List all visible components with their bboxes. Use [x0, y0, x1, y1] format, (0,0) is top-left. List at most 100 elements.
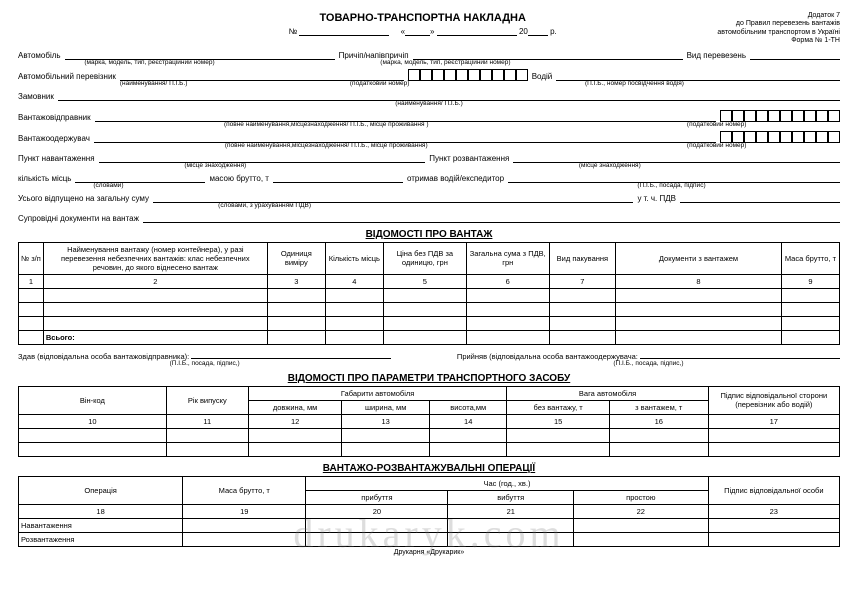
ct-n5: 6 [466, 274, 549, 288]
ct-h4: Ціна без ПДВ за одиницю, грн [383, 242, 466, 274]
ct-n1: 2 [43, 274, 267, 288]
taxnum-sub: (податковий номер) [289, 80, 470, 87]
total-label: Усього відпущено на загальну суму [18, 194, 149, 203]
vehicle-section-title: ВІДОМОСТІ ПРО ПАРАМЕТРИ ТРАНСПОРТНОГО ЗА… [18, 373, 840, 384]
ot-n2: 20 [306, 504, 448, 518]
ct-n7: 8 [616, 274, 782, 288]
ot-s2: простою [574, 490, 709, 504]
year-field[interactable] [528, 26, 548, 36]
num-field[interactable] [299, 26, 389, 36]
total-field[interactable] [153, 192, 633, 203]
incl-field[interactable] [680, 192, 840, 203]
ot-s0: прибуття [306, 490, 448, 504]
num-label: № [289, 27, 298, 36]
table-row[interactable] [19, 316, 840, 330]
vt-n7: 17 [708, 414, 839, 428]
vt-n5: 15 [507, 414, 609, 428]
unloadpt-sub: (місце знаходження) [413, 162, 808, 169]
ct-n8: 9 [781, 274, 839, 288]
driver-sub: (П.І.Б., номер посвідчення водія) [470, 80, 799, 87]
ct-n3: 4 [325, 274, 383, 288]
ct-h6: Вид пакування [549, 242, 615, 274]
ct-h8: Маса брутто, т [781, 242, 839, 274]
ct-h7: Документи з вантажем [616, 242, 782, 274]
appendix-l2: до Правил перевезень вантажів [717, 20, 840, 28]
num-date: № «» 20 р. [128, 26, 717, 36]
ct-h1: Найменування вантажу (номер контейнера),… [43, 242, 267, 274]
table-row[interactable] [19, 302, 840, 316]
ot-h3: Підпис відповідальної особи [708, 476, 839, 504]
ops-section-title: ВАНТАЖО-РОЗВАНТАЖУВАЛЬНІ ОПЕРАЦІЇ [18, 463, 840, 474]
table-row[interactable]: Навантаження [19, 518, 840, 532]
ct-h2: Одиниця виміру [267, 242, 325, 274]
vt-n2: 12 [248, 414, 342, 428]
ct-total: Всього: [43, 330, 267, 344]
table-row[interactable] [19, 288, 840, 302]
ct-n2: 3 [267, 274, 325, 288]
appendix-l3: автомобільним транспортом в Україні [717, 29, 840, 37]
trailer-sub: (марка, модель, тип, реєстраційний номер… [281, 59, 610, 66]
cargo-section-title: ВІДОМОСТІ ПРО ВАНТАЖ [18, 229, 840, 240]
loadpt-sub: (місце знаходження) [18, 162, 413, 169]
incl-label: у т. ч. ПДВ [637, 194, 676, 203]
took-field[interactable] [640, 349, 840, 359]
cargo-table: № з/п Найменування вантажу (номер контей… [18, 242, 840, 345]
customer-sub: (найменування/ П.І.Б.) [18, 100, 840, 107]
vt-n6: 16 [609, 414, 708, 428]
ct-h3: Кількість місць [325, 242, 383, 274]
vt-n4: 14 [430, 414, 507, 428]
vt-s0: довжина, мм [248, 400, 342, 414]
ot-n3: 21 [448, 504, 574, 518]
vt-h2: Габарити автомобіля [248, 386, 507, 400]
gross-field[interactable] [273, 172, 403, 183]
vt-n1: 11 [166, 414, 248, 428]
gave-label: Здав (відповідальна особа вантажовідправ… [18, 352, 189, 361]
gross-label: масою брутто, т [209, 174, 268, 183]
customer-field[interactable] [58, 90, 840, 101]
doc-title: ТОВАРНО-ТРАНСПОРТНА НАКЛАДНА [128, 12, 717, 24]
vt-s2: висота,мм [430, 400, 507, 414]
vt-s3: без вантажу, т [507, 400, 609, 414]
vt-s4: з вантажем, т [609, 400, 708, 414]
ot-n4: 22 [574, 504, 709, 518]
header: ТОВАРНО-ТРАНСПОРТНА НАКЛАДНА № «» 20 р. … [18, 12, 840, 46]
table-row[interactable] [19, 442, 840, 456]
table-row[interactable]: Розвантаження [19, 532, 840, 546]
transtype-field[interactable] [750, 49, 840, 60]
vt-n3: 13 [342, 414, 430, 428]
ct-h0: № з/п [19, 242, 44, 274]
ot-s1: вибуття [448, 490, 574, 504]
carrier-sub: (найменування/ П.І.Б.) [18, 80, 289, 87]
month-field[interactable] [437, 26, 517, 36]
ot-h0: Операція [19, 476, 183, 504]
signature-row: Здав (відповідальна особа вантажовідправ… [18, 349, 840, 367]
vt-h1: Рік випуску [166, 386, 248, 414]
places-sub: (словами) [18, 182, 199, 189]
vt-h3: Вага автомобіля [507, 386, 708, 400]
gave-field[interactable] [191, 349, 391, 359]
took-label: Прийняв (відповідальна особа вантажоодер… [457, 352, 638, 361]
consignee-sub: (повне найменування,місцезнаходження/ П.… [18, 142, 635, 149]
table-row[interactable] [19, 428, 840, 442]
transtype-label: Вид перевезень [687, 51, 746, 60]
took-sub: (П.І.Б., посада, підпис,) [457, 360, 840, 367]
ot-r1: Розвантаження [19, 532, 183, 546]
shipper-sub: (повне найменування,місцезнаходження/ П.… [18, 121, 635, 128]
total-sub: (словами, з урахуванням ПДВ) [18, 202, 511, 209]
ot-h2: Час (год., хв.) [306, 476, 708, 490]
docs-label: Супровідні документи на вантаж [18, 214, 139, 223]
ot-n1: 19 [183, 504, 306, 518]
vt-h4: Підпис відповідальної сторони (перевізни… [708, 386, 839, 414]
customer-label: Замовник [18, 92, 54, 101]
ct-h5: Загальна сума з ПДВ, грн [466, 242, 549, 274]
ops-table: Операція Маса брутто, т Час (год., хв.) … [18, 476, 840, 547]
ot-r0: Навантаження [19, 518, 183, 532]
docs-field[interactable] [143, 212, 840, 223]
ot-n0: 18 [19, 504, 183, 518]
day-field[interactable] [405, 26, 430, 36]
vt-s1: ширина, мм [342, 400, 430, 414]
ct-n0: 1 [19, 274, 44, 288]
auto-sub: (марка, модель, тип, реєстраційний номер… [18, 59, 281, 66]
received-label: отримав водій/експедитор [407, 174, 504, 183]
gave-sub: (П.І.Б., посада, підпис,) [18, 360, 391, 367]
